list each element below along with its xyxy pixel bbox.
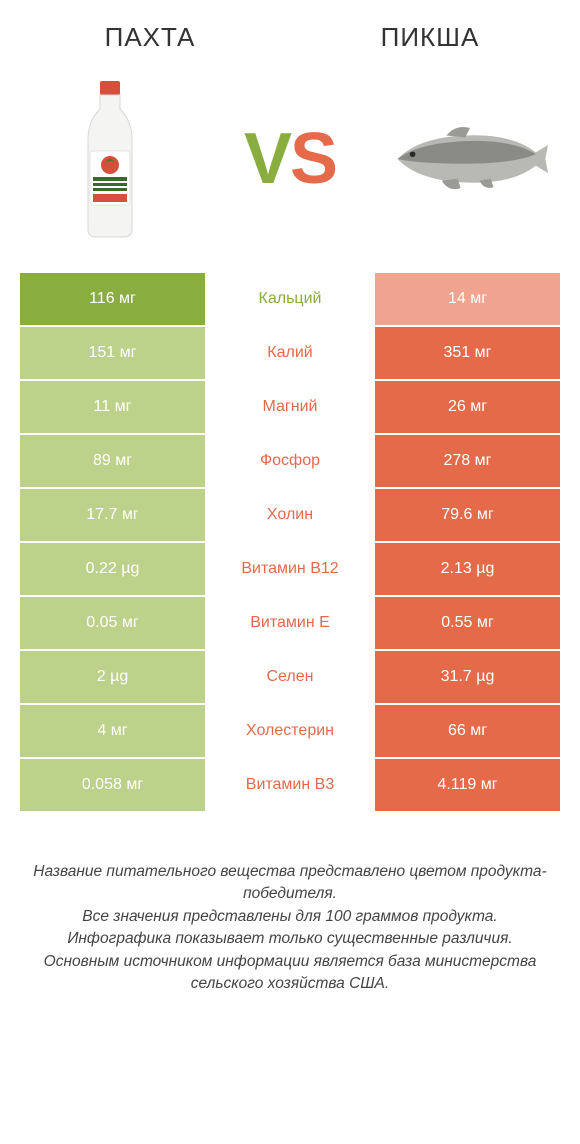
title-right: ПИКША <box>290 22 570 53</box>
value-right: 278 мг <box>375 435 560 487</box>
value-left: 2 µg <box>20 651 205 703</box>
nutrient-label: Витамин E <box>205 597 375 649</box>
table-row: 151 мгКалий351 мг <box>20 327 560 379</box>
value-right: 0.55 мг <box>375 597 560 649</box>
table-row: 0.058 мгВитамин B34.119 мг <box>20 759 560 811</box>
value-left: 11 мг <box>20 381 205 433</box>
nutrient-label: Калий <box>205 327 375 379</box>
value-left: 0.058 мг <box>20 759 205 811</box>
value-right: 4.119 мг <box>375 759 560 811</box>
nutrient-label: Магний <box>205 381 375 433</box>
table-row: 116 мгКальций14 мг <box>20 273 560 325</box>
footer-line: Основным источником информации является … <box>24 951 556 996</box>
footer-line: Все значения представлены для 100 граммо… <box>24 906 556 928</box>
value-right: 2.13 µg <box>375 543 560 595</box>
vs-s: S <box>290 119 336 199</box>
footer-line: Инфографика показывает только существенн… <box>24 928 556 950</box>
table-row: 89 мгФосфор278 мг <box>20 435 560 487</box>
value-right: 14 мг <box>375 273 560 325</box>
nutrient-label: Холестерин <box>205 705 375 757</box>
bottle-icon <box>70 79 150 239</box>
nutrient-label: Фосфор <box>205 435 375 487</box>
nutrient-label: Витамин B12 <box>205 543 375 595</box>
value-right: 66 мг <box>375 705 560 757</box>
value-right: 351 мг <box>375 327 560 379</box>
footer-line: Название питательного вещества представл… <box>24 861 556 906</box>
comparison-table: 116 мгКальций14 мг151 мгКалий351 мг11 мг… <box>0 273 580 813</box>
vs-v: V <box>244 119 290 199</box>
value-right: 79.6 мг <box>375 489 560 541</box>
value-left: 116 мг <box>20 273 205 325</box>
value-right: 31.7 µg <box>375 651 560 703</box>
titles-row: ПАХТА ПИКША <box>0 0 580 63</box>
table-row: 11 мгМагний26 мг <box>20 381 560 433</box>
nutrient-label: Холин <box>205 489 375 541</box>
value-left: 17.7 мг <box>20 489 205 541</box>
table-row: 2 µgСелен31.7 µg <box>20 651 560 703</box>
value-left: 0.05 мг <box>20 597 205 649</box>
table-row: 0.22 µgВитамин B122.13 µg <box>20 543 560 595</box>
value-right: 26 мг <box>375 381 560 433</box>
table-row: 0.05 мгВитамин E0.55 мг <box>20 597 560 649</box>
table-row: 17.7 мгХолин79.6 мг <box>20 489 560 541</box>
nutrient-label: Селен <box>205 651 375 703</box>
nutrient-label: Кальций <box>205 273 375 325</box>
product-right-image <box>390 74 550 244</box>
footer-note: Название питательного вещества представл… <box>0 813 580 996</box>
hero-row: VS <box>0 63 580 273</box>
title-left: ПАХТА <box>10 22 290 53</box>
table-row: 4 мгХолестерин66 мг <box>20 705 560 757</box>
value-left: 0.22 µg <box>20 543 205 595</box>
fish-icon <box>390 114 550 204</box>
value-left: 151 мг <box>20 327 205 379</box>
value-left: 4 мг <box>20 705 205 757</box>
vs-label: VS <box>244 118 336 200</box>
nutrient-label: Витамин B3 <box>205 759 375 811</box>
value-left: 89 мг <box>20 435 205 487</box>
product-left-image <box>30 74 190 244</box>
